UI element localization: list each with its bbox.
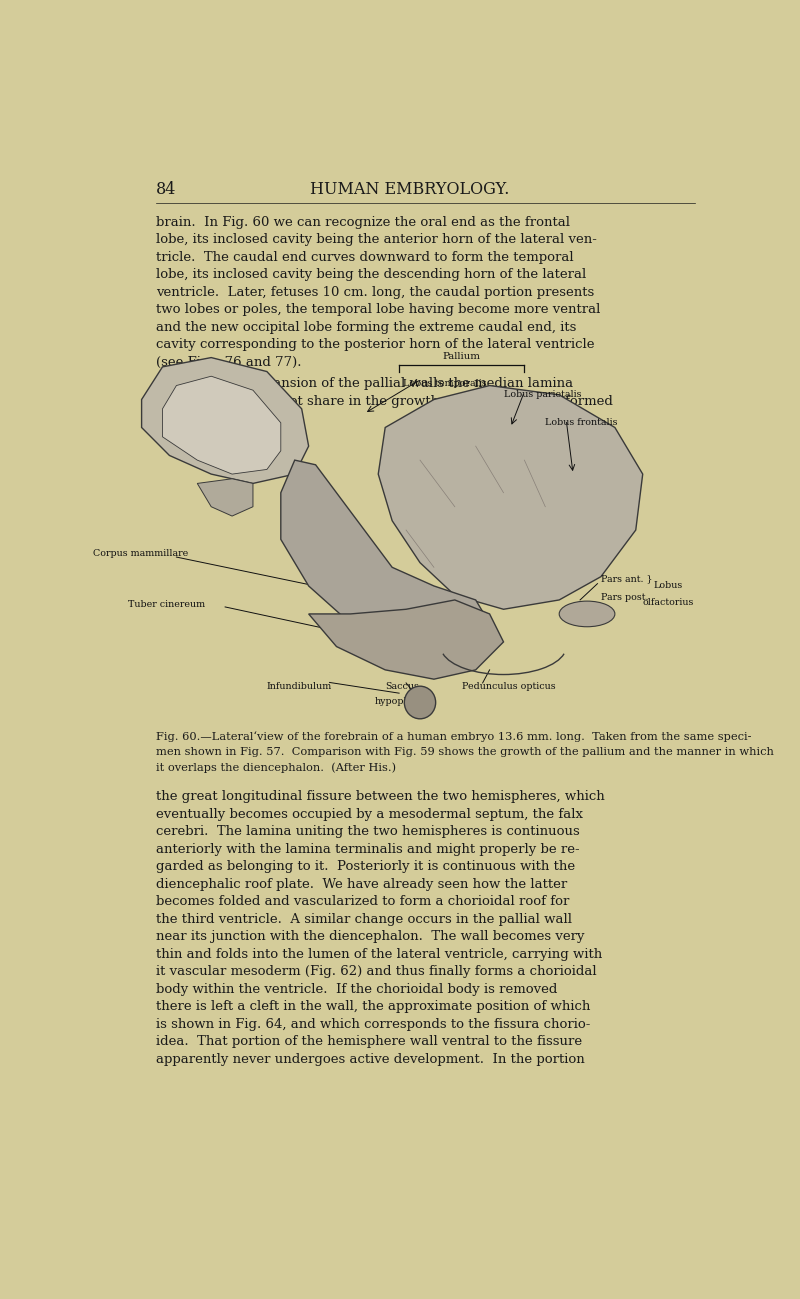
Text: is shown in Fig. 64, and which corresponds to the fissura chorio-: is shown in Fig. 64, and which correspon… (156, 1017, 590, 1030)
Text: and the new occipital lobe forming the extreme caudal end, its: and the new occipital lobe forming the e… (156, 321, 576, 334)
Text: garded as belonging to it.  Posteriorly it is continuous with the: garded as belonging to it. Posteriorly i… (156, 860, 575, 873)
Polygon shape (162, 377, 281, 474)
Text: Infundibulum: Infundibulum (267, 682, 332, 691)
Polygon shape (142, 357, 309, 483)
Text: Pallium: Pallium (442, 352, 481, 361)
Text: men shown in Fig. 57.  Comparison with Fig. 59 shows the growth of the pallium a: men shown in Fig. 57. Comparison with Fi… (156, 747, 774, 757)
Text: Lobus: Lobus (653, 581, 682, 590)
Text: Lobus parietalis: Lobus parietalis (503, 390, 581, 399)
Text: ventricle.  Later, fetuses 10 cm. long, the caudal portion presents: ventricle. Later, fetuses 10 cm. long, t… (156, 286, 594, 299)
Text: Lobus temporalis: Lobus temporalis (402, 378, 486, 387)
Text: Lobus frontalis: Lobus frontalis (546, 418, 618, 427)
Text: 84: 84 (156, 181, 176, 197)
Text: lobe, its inclosed cavity being the anterior horn of the lateral ven-: lobe, its inclosed cavity being the ante… (156, 234, 597, 247)
Ellipse shape (559, 601, 615, 626)
Text: Tuber cinereum: Tuber cinereum (128, 600, 205, 609)
Text: During the expansion of the pallial walls the median lamina: During the expansion of the pallial wall… (156, 378, 573, 391)
Text: anteriorly with the lamina terminalis and might properly be re-: anteriorly with the lamina terminalis an… (156, 843, 579, 856)
Text: uniting them does not share in the growth, and there is thus formed: uniting them does not share in the growt… (156, 395, 613, 408)
Polygon shape (281, 460, 490, 647)
Text: cavity corresponding to the posterior horn of the lateral ventricle: cavity corresponding to the posterior ho… (156, 339, 594, 352)
Text: body within the ventricle.  If the chorioidal body is removed: body within the ventricle. If the chorio… (156, 982, 557, 995)
Text: Pars ant. }: Pars ant. } (601, 574, 653, 583)
Text: Corpus mammillare: Corpus mammillare (93, 548, 188, 557)
Polygon shape (198, 479, 253, 516)
Text: the third ventricle.  A similar change occurs in the pallial wall: the third ventricle. A similar change oc… (156, 913, 572, 926)
Text: apparently never undergoes active development.  In the portion: apparently never undergoes active develo… (156, 1052, 585, 1065)
Text: becomes folded and vascularized to form a chorioidal roof for: becomes folded and vascularized to form … (156, 895, 569, 908)
Text: two lobes or poles, the temporal lobe having become more ventral: two lobes or poles, the temporal lobe ha… (156, 304, 600, 317)
Text: hypophyseos: hypophyseos (374, 696, 437, 705)
Ellipse shape (404, 686, 436, 718)
Text: Fig. 60.—Lateral‘view of the forebrain of a human embryo 13.6 mm. long.  Taken f: Fig. 60.—Lateral‘view of the forebrain o… (156, 731, 751, 742)
Text: lobe, its inclosed cavity being the descending horn of the lateral: lobe, its inclosed cavity being the desc… (156, 269, 586, 282)
Text: the great longitudinal fissure between the two hemispheres, which: the great longitudinal fissure between t… (156, 790, 605, 803)
Text: near its junction with the diencephalon.  The wall becomes very: near its junction with the diencephalon.… (156, 930, 584, 943)
Text: it overlaps the diencephalon.  (After His.): it overlaps the diencephalon. (After His… (156, 763, 396, 773)
Text: cerebri.  The lamina uniting the two hemispheres is continuous: cerebri. The lamina uniting the two hemi… (156, 825, 579, 838)
Text: Pedunculus opticus: Pedunculus opticus (462, 682, 555, 691)
Polygon shape (378, 386, 642, 609)
Text: thin and folds into the lumen of the lateral ventricle, carrying with: thin and folds into the lumen of the lat… (156, 947, 602, 960)
Text: HUMAN EMBRYOLOGY.: HUMAN EMBRYOLOGY. (310, 181, 510, 197)
Text: it vascular mesoderm (Fig. 62) and thus finally forms a chorioidal: it vascular mesoderm (Fig. 62) and thus … (156, 965, 597, 978)
Text: eventually becomes occupied by a mesodermal septum, the falx: eventually becomes occupied by a mesoder… (156, 808, 582, 821)
Text: (see Figs. 76 and 77).: (see Figs. 76 and 77). (156, 356, 302, 369)
Text: olfactorius: olfactorius (642, 598, 694, 607)
Polygon shape (309, 600, 503, 679)
Text: brain.  In Fig. 60 we can recognize the oral end as the frontal: brain. In Fig. 60 we can recognize the o… (156, 216, 570, 229)
Text: there is left a cleft in the wall, the approximate position of which: there is left a cleft in the wall, the a… (156, 1000, 590, 1013)
Text: tricle.  The caudal end curves downward to form the temporal: tricle. The caudal end curves downward t… (156, 251, 574, 264)
Text: idea.  That portion of the hemisphere wall ventral to the fissure: idea. That portion of the hemisphere wal… (156, 1035, 582, 1048)
Text: diencephalic roof plate.  We have already seen how the latter: diencephalic roof plate. We have already… (156, 878, 567, 891)
Text: Saccus: Saccus (386, 682, 419, 691)
Text: Pars post.: Pars post. (601, 592, 649, 601)
